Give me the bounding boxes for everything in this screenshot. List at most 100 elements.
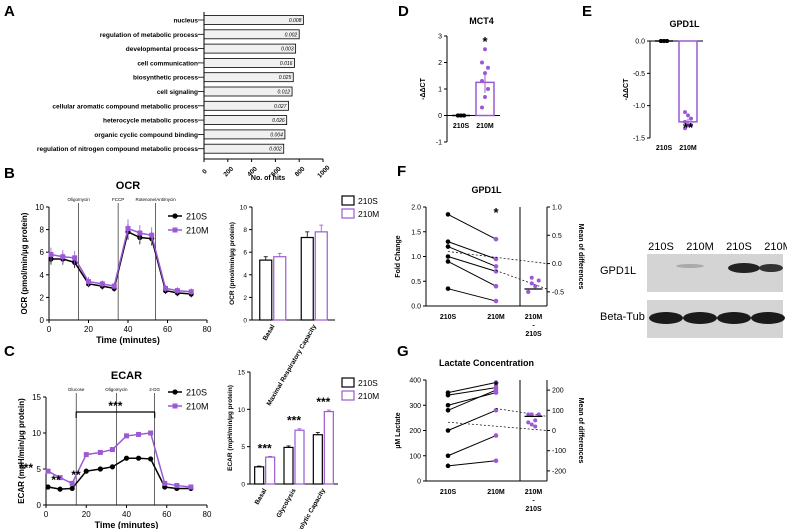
data-point-210m [483,47,487,52]
data-point-210m [689,116,693,121]
data-point-210s [445,463,451,469]
y-tick-label: 0 [417,479,421,486]
data-point-210m [188,289,194,295]
significance-star: ** [683,120,694,135]
data-point-210s [445,254,451,259]
y2-tick-label: -200 [552,468,566,475]
bar-annotation: 0.002 [285,32,298,38]
y-axis-label: ECAR (mpH/min/µg protein) [17,398,26,504]
y-tick-label: 2.0 [411,205,421,212]
legend-marker-210m [172,403,178,409]
faint-band [676,264,704,268]
injection-label: FCCP [112,197,124,202]
series-line-210m [47,432,191,488]
panel-label-g: G [397,343,409,360]
data-point-210s [148,456,154,462]
y-tick-label: 2 [438,60,442,67]
y-tick-label: 0 [438,113,442,120]
y-axis-label: OCR (pmol/min/µg protein) [20,212,29,314]
data-point-210s [659,39,663,43]
data-point-210s [57,486,63,492]
y-tick-label: 8 [40,226,45,235]
y-tick-label: 0 [37,501,42,510]
significance-star: * [493,205,499,220]
pair-line [447,256,497,272]
x-axis-label: Time (minutes) [96,335,160,345]
data-point-210s [445,286,451,291]
data-point-210s [445,244,451,249]
blot-gpd1l [647,254,783,292]
data-point-210s [445,259,451,264]
diff-label: - [532,498,535,505]
band-beta-tub [683,312,717,324]
data-point-210m [480,105,484,110]
y2-tick-label: 1.0 [552,205,562,212]
legend-label: 210M [358,391,379,401]
y-tick-label: 400 [409,378,421,385]
y-tick-label: 2 [243,295,247,302]
data-point-210m [683,126,687,131]
significance-star: * [482,34,488,49]
y-tick-label: 0.5 [411,279,421,286]
reference-line [495,270,548,290]
pair-line [447,213,497,240]
bar-annotation: 0.025 [279,75,292,81]
data-point-210m [493,264,499,269]
category-label: Basal [262,323,277,342]
data-point-210s [45,484,51,490]
y-tick-label: 5 [241,444,245,451]
y2-tick-label: -0.5 [552,289,564,296]
significance-star: *** [287,414,301,428]
category-label: 210S [656,145,673,152]
diff-label: 210S [525,506,542,513]
pair-line [447,382,497,394]
significance-star: *** [108,399,122,413]
bar-annotation: 0.026 [272,118,285,124]
category-label: 210M [487,314,505,321]
bar-annotation: 0.027 [274,104,287,110]
y-tick-label: 300 [409,403,421,410]
y-tick-label: 200 [409,428,421,435]
data-point-210m [60,254,66,260]
diff-label: 210M [525,489,543,496]
data-point-210m [57,475,63,481]
y-tick-label: 10 [238,407,246,414]
data-point-210m [111,283,117,289]
difference-point [526,289,531,294]
bar-210m [323,410,334,485]
y-tick-label: 1 [438,87,442,94]
diff-label: 210M [525,314,543,321]
legend-marker-210s [172,213,178,219]
diff-label: - [532,323,535,330]
data-point-210s [445,408,451,413]
bar-210s [300,236,314,321]
panel-label-c: C [4,343,15,360]
y-tick-label: 3 [438,34,442,41]
data-point-210m [48,251,54,257]
x-axis-label: No. of hits [251,175,285,182]
pair-line [447,435,497,457]
injection-label: Oligomycin [105,387,128,392]
data-point-210s [83,468,89,474]
y-tick-label: 10 [240,205,248,212]
difference-point [533,424,538,429]
y-tick-label: -0.5 [633,71,645,78]
y-tick-label: 10 [32,429,41,438]
bar-annotation: 0.002 [269,147,282,153]
bar-210s [312,434,323,485]
x-tick-label: 80 [203,325,212,334]
category-label: 210M [476,123,494,130]
category-label: heterocycle metabolic process [103,118,198,125]
blot-row-label: Beta-Tub [600,311,645,323]
category-label: cell signaling [157,89,198,96]
diff-label: 210S [525,331,542,338]
x-tick-label: 1000 [316,164,331,179]
reference-line [447,251,548,264]
bar-210s [254,466,265,485]
category-label: 210M [679,145,697,152]
data-point-210m [683,110,687,115]
y-tick-label: 0 [241,482,245,489]
data-point-210s [459,113,463,118]
x-tick-label: 40 [124,325,133,334]
